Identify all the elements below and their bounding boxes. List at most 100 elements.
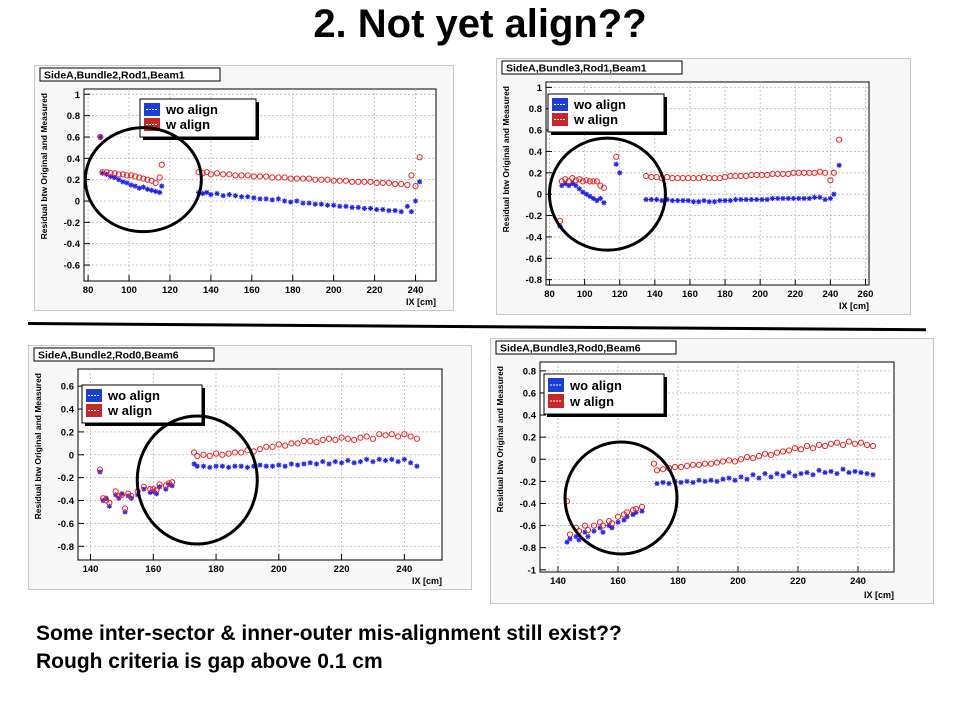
data-point-wo-align: [601, 200, 607, 206]
data-point-w-align: [325, 435, 333, 442]
data-point-w-align: [391, 180, 399, 188]
data-point-w-align: [713, 459, 721, 466]
data-point-wo-align: [806, 195, 812, 202]
caption-line-2: Rough criteria is gap above 0.1 cm: [36, 650, 383, 673]
data-point-w-align: [115, 492, 122, 500]
y-tick-label: 0.4: [523, 411, 537, 422]
data-point-wo-align: [116, 177, 122, 183]
data-point-w-align: [287, 175, 294, 182]
data-point-wo-align: [732, 477, 738, 483]
annotation-circle: [135, 414, 259, 546]
data-point-wo-align: [836, 162, 842, 168]
data-point-w-align: [803, 442, 811, 450]
data-point-wo-align: [398, 209, 404, 215]
data-point-wo-align: [417, 179, 423, 185]
data-point-wo-align: [738, 196, 744, 203]
data-point-wo-align: [157, 189, 163, 196]
data-point-wo-align: [701, 197, 707, 204]
data-point-wo-align: [834, 471, 840, 477]
x-tick-label: 160: [610, 576, 626, 587]
series-w-align: [556, 136, 843, 224]
data-point-wo-align: [680, 197, 686, 204]
data-point-w-align: [408, 172, 415, 179]
y-tick-label: -0.4: [58, 496, 75, 507]
series-wo-align: [564, 466, 876, 545]
data-point-w-align: [839, 441, 847, 448]
data-point-wo-align: [600, 529, 606, 535]
data-point-wo-align: [573, 534, 579, 540]
data-point-w-align: [593, 178, 601, 185]
data-point-wo-align: [136, 185, 142, 191]
data-point-wo-align: [163, 486, 169, 492]
data-point-wo-align: [621, 517, 627, 523]
data-point-w-align: [200, 451, 207, 458]
legend-label: wo align: [107, 388, 160, 403]
data-point-wo-align: [288, 461, 294, 467]
y-tick-label: 0.2: [523, 433, 536, 444]
y-tick-label: 0.6: [529, 126, 542, 137]
data-point-w-align: [827, 440, 835, 447]
data-point-wo-align: [208, 192, 214, 198]
x-axis-label: IX [cm]: [412, 576, 442, 586]
data-point-wo-align: [132, 183, 138, 189]
data-point-w-align: [785, 447, 793, 454]
data-point-wo-align: [633, 509, 639, 515]
data-point-wo-align: [580, 189, 586, 195]
data-point-w-align: [361, 178, 368, 185]
y-tick-label: -0.2: [64, 218, 80, 229]
data-point-wo-align: [775, 195, 781, 202]
data-point-w-align: [191, 449, 198, 456]
y-tick-label: 0.2: [529, 168, 542, 179]
data-point-wo-align: [301, 461, 307, 467]
data-point-w-align: [281, 174, 288, 181]
x-tick-label: 240: [850, 576, 866, 587]
data-point-wo-align: [306, 200, 312, 206]
data-point-w-align: [565, 178, 572, 185]
panel-border: [490, 338, 934, 604]
data-point-w-align: [632, 505, 640, 513]
data-point-w-align: [232, 172, 239, 179]
data-point-w-align: [156, 481, 163, 488]
data-point-wo-align: [648, 196, 654, 203]
data-point-wo-align: [690, 199, 697, 205]
y-tick-label: 0.8: [523, 366, 536, 377]
data-point-wo-align: [630, 511, 636, 518]
data-point-wo-align: [597, 525, 603, 531]
data-point-wo-align: [275, 196, 282, 202]
data-point-wo-align: [664, 196, 670, 203]
x-tick-label: 100: [121, 285, 137, 296]
data-point-w-align: [344, 435, 351, 442]
data-point-wo-align: [332, 459, 338, 465]
data-point-wo-align: [817, 194, 823, 200]
data-point-wo-align: [583, 191, 589, 197]
caption: Some inter-sector & inner-outer mis-alig…: [36, 620, 622, 676]
data-point-wo-align: [251, 195, 257, 201]
data-point-wo-align: [112, 174, 118, 181]
data-point-w-align: [600, 184, 608, 191]
data-point-w-align: [338, 434, 345, 441]
data-point-w-align: [158, 161, 165, 168]
data-point-wo-align: [122, 509, 128, 515]
series-wo-align: [557, 161, 842, 229]
data-point-w-align: [123, 172, 131, 179]
data-point-w-align: [288, 440, 295, 447]
data-point-w-align: [650, 460, 658, 467]
data-point-wo-align: [796, 195, 802, 202]
data-point-wo-align: [108, 173, 114, 180]
data-point-wo-align: [660, 479, 666, 486]
data-point-wo-align: [785, 195, 791, 202]
data-point-wo-align: [232, 193, 239, 199]
x-tick-label: 180: [208, 564, 224, 575]
data-point-wo-align: [312, 201, 318, 207]
legend-label: w align: [573, 112, 618, 127]
data-point-wo-align: [345, 457, 351, 464]
data-point-wo-align: [864, 471, 870, 477]
data-point-w-align: [821, 442, 829, 450]
data-point-wo-align: [147, 489, 153, 496]
data-point-w-align: [220, 171, 227, 178]
data-point-wo-align: [562, 180, 568, 187]
data-point-w-align: [379, 179, 386, 186]
data-point-w-align: [822, 169, 829, 176]
data-point-w-align: [761, 450, 769, 457]
data-point-w-align: [566, 531, 574, 538]
